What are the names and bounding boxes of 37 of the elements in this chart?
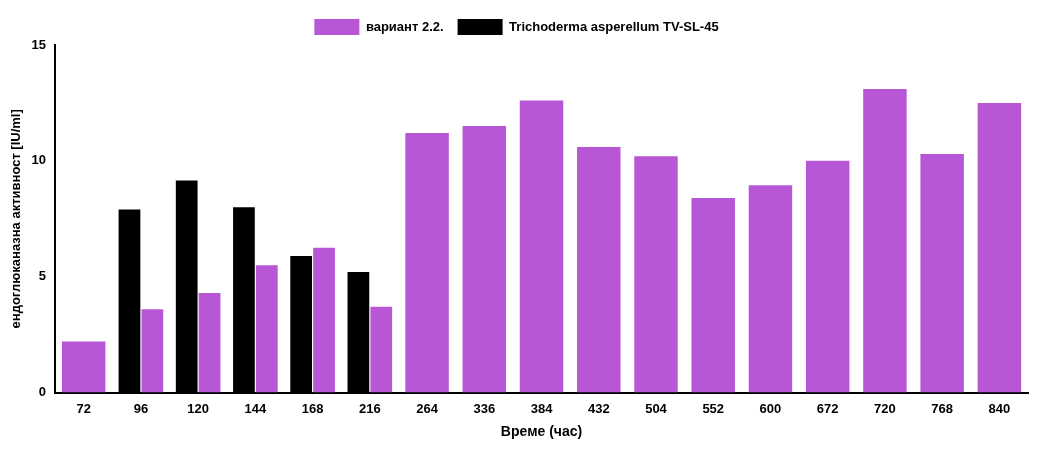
- bar: [920, 153, 964, 393]
- legend-label: Trichoderma asperellum TV-SL-45: [509, 18, 719, 34]
- y-tick-label: 10: [31, 152, 47, 168]
- bar: [805, 160, 850, 393]
- bar: [977, 102, 1022, 393]
- x-axis-title: Време (час): [500, 423, 583, 440]
- bar: [462, 126, 507, 393]
- bar: [634, 156, 678, 393]
- x-tick-label: 840: [988, 400, 1011, 416]
- x-tick-label: 768: [931, 400, 953, 416]
- x-tick-label: 384: [530, 400, 554, 416]
- bar: [519, 100, 564, 393]
- x-tick-label: 264: [416, 400, 439, 416]
- x-tick-label: 504: [645, 400, 668, 416]
- bar: [61, 341, 106, 393]
- x-tick-label: 432: [587, 400, 610, 416]
- x-tick-label: 72: [76, 400, 91, 416]
- x-tick-label: 144: [244, 400, 267, 416]
- x-tick-label: 336: [473, 400, 496, 416]
- x-tick-label: 552: [702, 400, 725, 416]
- y-tick-label: 5: [38, 268, 47, 284]
- y-tick-label: 0: [38, 384, 47, 400]
- x-tick-label: 120: [187, 400, 209, 416]
- x-tick-label: 720: [874, 400, 896, 416]
- x-tick-label: 600: [759, 400, 782, 416]
- x-tick-label: 216: [358, 400, 381, 416]
- y-axis-title: ендоглюканазна активност [IU/ml]: [8, 109, 24, 329]
- x-tick-label: 672: [816, 400, 839, 416]
- x-tick-label: 96: [133, 400, 149, 416]
- x-tick-label: 168: [301, 400, 324, 416]
- bar: [691, 197, 735, 393]
- bar: [863, 89, 907, 393]
- legend-label: вариант 2.2.: [365, 18, 444, 34]
- bar: [405, 133, 449, 393]
- bar: [748, 185, 793, 393]
- y-tick-label: 15: [31, 36, 47, 52]
- bar: [577, 146, 621, 393]
